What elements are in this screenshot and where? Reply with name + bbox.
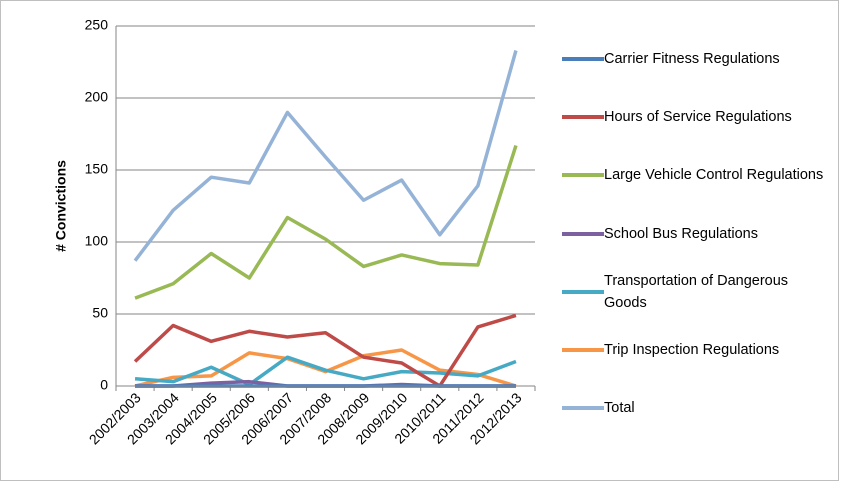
legend-label: Trip Inspection Regulations [604,342,780,359]
legend-label: Transportation of Dangerous Goods [604,272,789,311]
legend-swatch [562,289,604,294]
chart-border [0,0,839,481]
series-line [134,144,518,300]
y-tick-label: 100 [85,233,109,249]
legend-label: Hours of Service Regulations [604,109,792,126]
legend-item: School Bus Regulations [562,205,842,263]
legend-item: Total [562,379,842,437]
legend-label: Large Vehicle Control Regulations [604,167,824,184]
legend-swatch [562,231,604,236]
series-line [133,50,518,262]
legend-item: Large Vehicle Control Regulations [562,146,842,204]
y-axis-label: # Convictions [53,160,69,252]
series-line [134,355,517,387]
legend-item: Carrier Fitness Regulations [562,30,842,88]
legend: Carrier Fitness Regulations Hours of Serv… [562,30,842,437]
legend-swatch [562,348,604,353]
legend-swatch [562,406,604,411]
y-tick-label: 250 [85,17,109,33]
y-tick-label: 150 [85,161,109,177]
y-tick-label: 50 [92,305,108,321]
legend-label: Carrier Fitness Regulations [604,51,780,68]
y-tick-label: 0 [100,377,108,393]
legend-swatch [562,115,604,120]
legend-swatch [562,173,604,178]
y-tick-label: 200 [85,89,109,105]
legend-item: Trip Inspection Regulations [562,321,842,379]
series-line [133,313,517,388]
legend-label: School Bus Regulations [604,225,758,242]
legend-label: Total [604,400,635,417]
legend-swatch [562,57,604,62]
legend-item: Transportation of Dangerous Goods [562,263,842,321]
legend-item: Hours of Service Regulations [562,88,842,146]
